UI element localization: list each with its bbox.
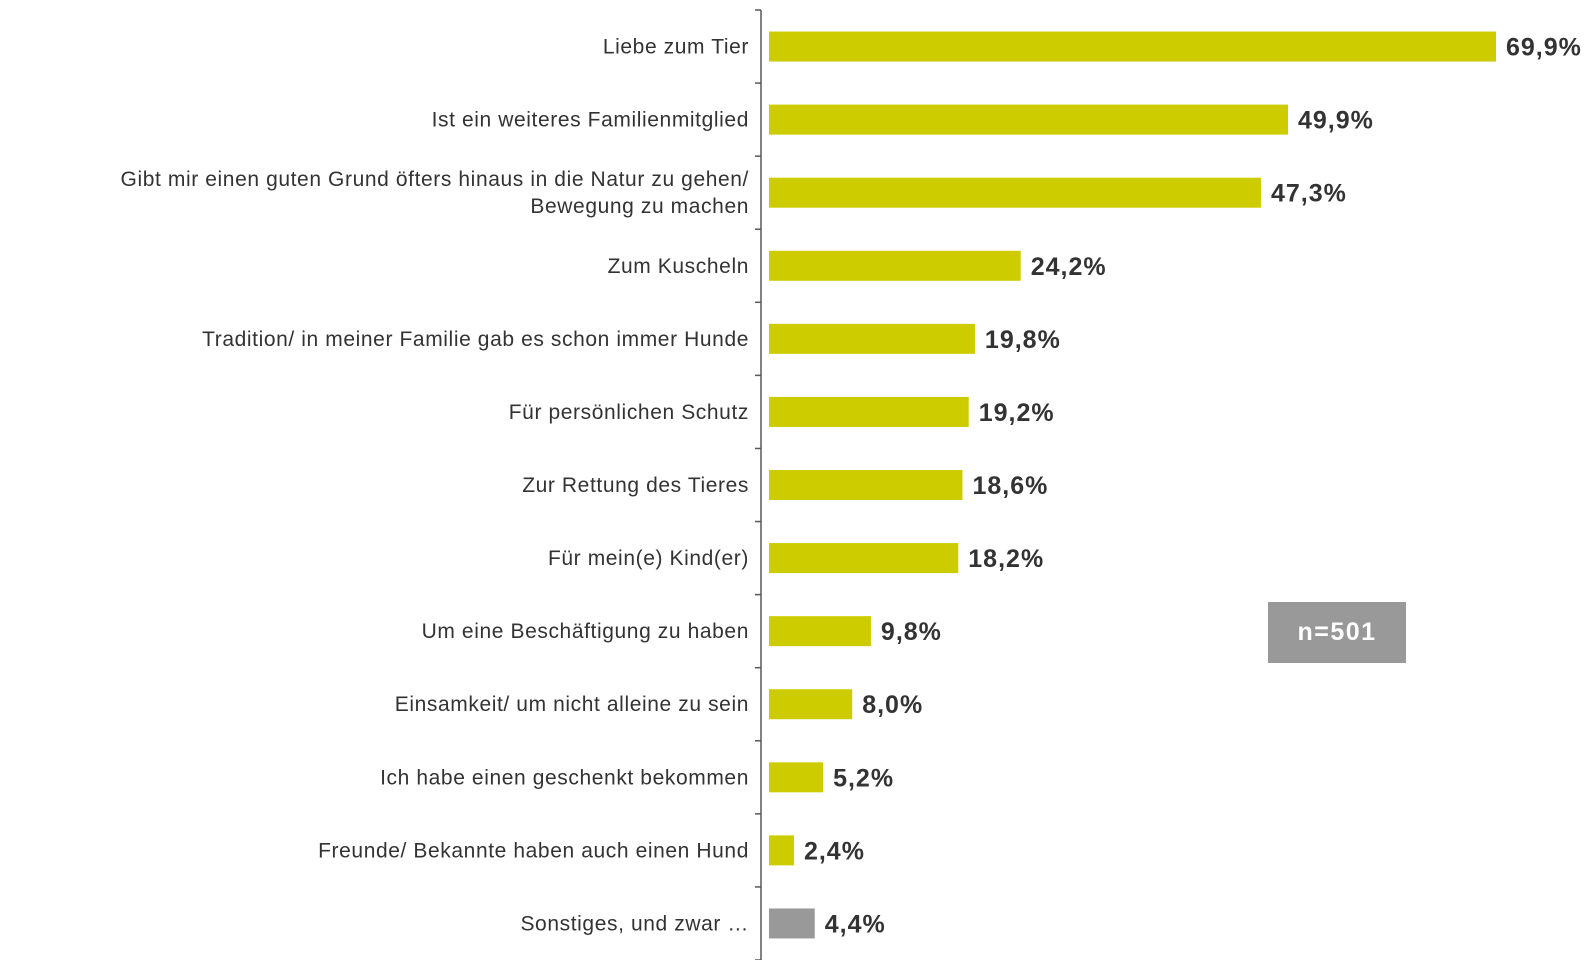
category-label-line: Tradition/ in meiner Familie gab es scho… <box>202 328 749 351</box>
bar <box>769 31 1496 62</box>
value-label: 18,6% <box>972 472 1048 500</box>
bar <box>769 470 963 500</box>
value-label: 2,4% <box>804 837 865 865</box>
category-label: Einsamkeit/ um nicht alleine zu sein <box>395 693 749 716</box>
bar <box>769 323 975 354</box>
bar <box>769 104 1288 135</box>
value-label: 19,2% <box>979 399 1055 427</box>
category-label-line: Ich habe einen geschenkt bekommen <box>380 766 749 789</box>
category-label: Zur Rettung des Tieres <box>522 474 749 497</box>
bar <box>769 762 824 793</box>
bar <box>769 177 1261 208</box>
category-label-line: Für mein(e) Kind(er) <box>548 547 749 570</box>
category-label-line: Bewegung zu machen <box>530 195 749 218</box>
bar <box>769 543 959 574</box>
value-label: 49,9% <box>1298 107 1374 135</box>
category-label-line: Freunde/ Bekannte haben auch einen Hund <box>318 839 749 862</box>
category-label: Um eine Beschäftigung zu haben <box>422 620 749 643</box>
value-label: 47,3% <box>1271 180 1347 208</box>
bar <box>769 689 853 720</box>
category-label-line: Für persönlichen Schutz <box>509 401 749 424</box>
category-label: Tradition/ in meiner Familie gab es scho… <box>202 328 749 351</box>
category-label-line: Zur Rettung des Tieres <box>522 474 749 497</box>
bar <box>769 908 815 939</box>
category-label: Für mein(e) Kind(er) <box>548 547 749 570</box>
category-label: Sonstiges, und zwar … <box>520 912 749 935</box>
bar <box>769 835 794 866</box>
category-label-line: Zum Kuscheln <box>608 255 749 278</box>
value-label: 18,2% <box>968 545 1044 573</box>
bar <box>769 250 1021 281</box>
sample-size-badge: n=501 <box>1268 602 1406 663</box>
bars <box>769 31 1496 939</box>
category-labels: Liebe zum Tier Ist ein weiteres Familienm… <box>121 36 749 936</box>
value-label: 69,9% <box>1506 34 1582 62</box>
category-label: Gibt mir einen guten Grund öfters hinaus… <box>121 168 749 218</box>
category-label-line: Einsamkeit/ um nicht alleine zu sein <box>395 693 749 716</box>
value-label: 4,4% <box>825 910 886 938</box>
value-label: 8,0% <box>862 691 923 719</box>
category-label: Zum Kuscheln <box>608 255 749 278</box>
value-labels: 69,9% 49,9% 47,3% 24,2% 19,8% 19,2% 18,6% 18,2%… <box>804 34 1582 939</box>
category-label: Freunde/ Bekannte haben auch einen Hund <box>318 839 749 862</box>
category-label-line: Um eine Beschäftigung zu haben <box>422 620 749 643</box>
category-label-line: Ist ein weiteres Familienmitglied <box>432 109 749 132</box>
category-axis <box>755 9 762 960</box>
bar <box>769 616 871 647</box>
category-label-line: Sonstiges, und zwar … <box>520 912 749 935</box>
bar <box>769 396 969 427</box>
category-label-line: Gibt mir einen guten Grund öfters hinaus… <box>121 168 749 191</box>
category-label-line: Liebe zum Tier <box>603 36 749 59</box>
category-label: Ich habe einen geschenkt bekommen <box>380 766 749 789</box>
category-label: Ist ein weiteres Familienmitglied <box>432 109 749 132</box>
category-label: Liebe zum Tier <box>603 36 749 59</box>
value-label: 19,8% <box>985 326 1061 354</box>
category-label: Für persönlichen Schutz <box>509 401 749 424</box>
value-label: 5,2% <box>833 764 894 792</box>
value-label: 24,2% <box>1031 253 1107 281</box>
value-label: 9,8% <box>881 618 942 646</box>
